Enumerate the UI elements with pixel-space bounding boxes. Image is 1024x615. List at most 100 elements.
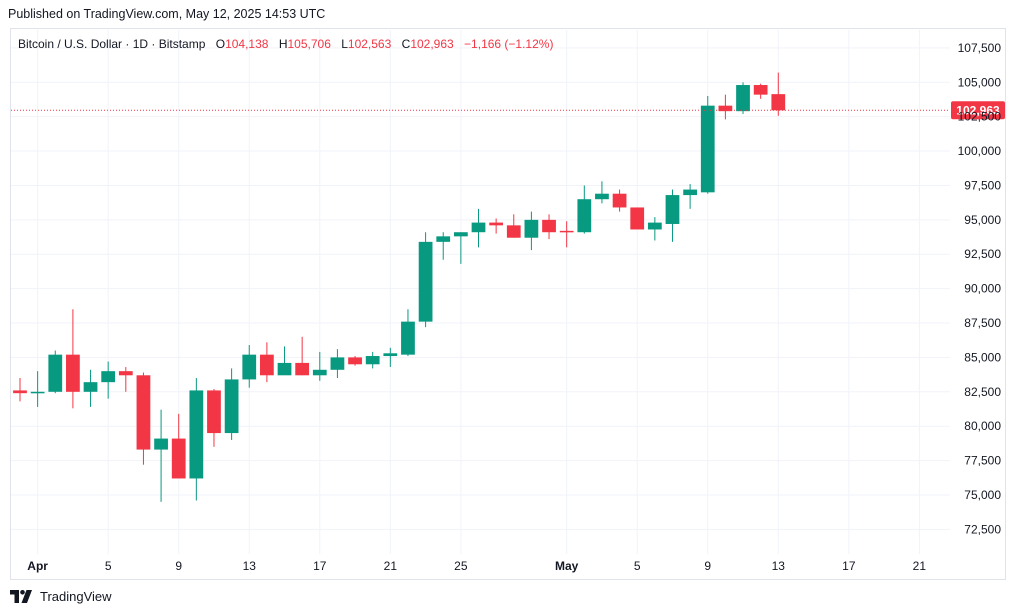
date-tick-label: 13: [243, 559, 257, 573]
candle-body: [295, 362, 310, 376]
candle-up: [436, 232, 451, 260]
candle-body: [101, 371, 116, 383]
candle-up: [683, 184, 697, 209]
candle-up: [524, 211, 539, 251]
candle-down: [612, 189, 627, 212]
candle-body: [189, 390, 204, 479]
candle-body: [683, 189, 697, 196]
candle-down: [348, 356, 362, 366]
candle-down: [489, 218, 504, 234]
price-tick-label: 87,500: [964, 316, 1001, 330]
candle-body: [48, 354, 63, 392]
candle-body: [330, 357, 345, 370]
candle-body: [771, 94, 786, 111]
close-value: 102,963: [410, 37, 454, 51]
date-tick-label: 5: [634, 559, 641, 573]
candle-body: [260, 354, 274, 376]
candle-body: [154, 438, 168, 450]
candle-body: [577, 199, 592, 233]
candle-body: [736, 85, 750, 112]
date-tick-label: 5: [105, 559, 112, 573]
candle-up: [224, 368, 239, 440]
last-price-tag-label: 102,963: [956, 103, 1000, 117]
candle-up: [647, 217, 662, 241]
candle-body: [665, 195, 680, 224]
candle-down: [136, 372, 151, 465]
chart-frame: [10, 28, 1006, 580]
candle-body: [700, 105, 715, 193]
candle-down: [718, 94, 733, 120]
candle-body: [489, 222, 504, 226]
candle-up: [401, 309, 415, 357]
candle-body: [83, 382, 98, 392]
candle-body: [312, 369, 327, 376]
candle-body: [348, 357, 362, 365]
candle-body: [418, 241, 433, 322]
candle-down: [66, 309, 80, 409]
date-tick-label: 9: [175, 559, 182, 573]
candle-body: [66, 354, 80, 392]
open-value: 104,138: [225, 37, 269, 51]
symbol-title: Bitcoin / U.S. Dollar · 1D · Bitstamp: [18, 37, 206, 51]
published-caption: Published on TradingView.com, May 12, 20…: [8, 7, 326, 21]
candles: [13, 72, 786, 502]
price-tick-label: 100,000: [958, 144, 1002, 158]
candle-up: [365, 351, 380, 369]
time-axis: Apr 5 9 13 17 21 25 May 5 9 13 17 21: [27, 559, 926, 573]
candle-up: [189, 378, 204, 501]
grid-lines: [11, 30, 950, 554]
candle-up: [418, 232, 433, 328]
tradingview-logo-icon: [10, 590, 34, 603]
price-tick-label: 80,000: [964, 419, 1001, 433]
low-value: 102,563: [347, 37, 392, 51]
candle-body: [436, 236, 451, 242]
candle-up: [30, 371, 45, 407]
candle-up: [665, 189, 680, 242]
symbol-legend: Bitcoin / U.S. Dollar · 1D · Bitstamp O1…: [18, 37, 553, 51]
change-value: −1,166 (−1.12%): [464, 37, 554, 51]
price-axis: 72,500 75,000 77,500 80,000 82,500 85,000 87,5…: [958, 41, 1002, 536]
candle-body: [630, 207, 645, 230]
candle-up: [577, 185, 592, 234]
candle-body: [277, 362, 292, 376]
date-tick-label: Apr: [27, 559, 48, 573]
last-price-tag: [951, 101, 1005, 120]
candle-body: [559, 230, 574, 233]
candle-body: [595, 193, 609, 200]
candle-body: [506, 225, 521, 238]
candle-body: [118, 371, 133, 376]
candle-up: [595, 181, 609, 204]
candle-down: [542, 214, 556, 240]
candle-body: [30, 391, 45, 394]
candle-body: [524, 219, 539, 238]
candle-up: [277, 346, 292, 376]
candle-down: [295, 336, 310, 376]
candle-down: [118, 367, 133, 392]
candle-up: [736, 82, 750, 114]
candle-body: [718, 105, 733, 112]
candle-body: [136, 375, 151, 450]
candle-down: [506, 214, 521, 238]
candle-body: [453, 232, 468, 237]
candle-down: [771, 72, 786, 116]
price-tick-label: 97,500: [964, 178, 1001, 192]
candle-body: [542, 219, 556, 233]
candle-up: [700, 96, 715, 194]
candle-body: [365, 356, 380, 365]
candle-body: [612, 193, 627, 208]
date-tick-label: 25: [454, 559, 468, 573]
candle-body: [753, 85, 768, 95]
low-label: L: [341, 37, 348, 51]
candle-up: [242, 345, 257, 388]
candle-up: [312, 351, 327, 381]
tradingview-wordmark: TradingView: [40, 589, 112, 604]
footer-brand[interactable]: TradingView: [10, 589, 112, 604]
candle-body: [207, 390, 221, 434]
high-value: 105,706: [287, 37, 331, 51]
open-label: O: [215, 37, 226, 51]
candle-down: [753, 83, 768, 99]
price-tick-label: 77,500: [964, 454, 1001, 468]
candle-body: [471, 222, 486, 233]
candle-up: [471, 208, 486, 248]
